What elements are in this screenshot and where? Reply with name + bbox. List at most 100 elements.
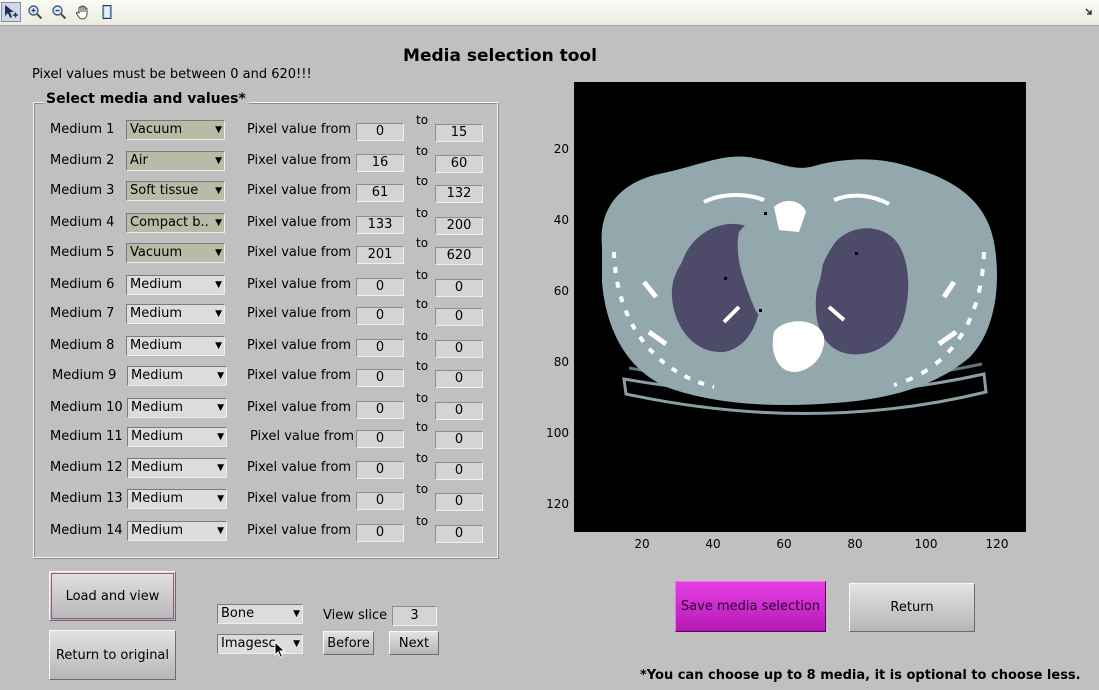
pixel-from-input[interactable]: 0: [356, 430, 404, 448]
return-to-original-button[interactable]: Return to original: [49, 630, 176, 680]
y-tick-label: 20: [553, 142, 569, 156]
dock-arrow-icon[interactable]: [1079, 2, 1099, 22]
pixel-value-from-label: Pixel value from: [247, 153, 352, 168]
pixel-to-input[interactable]: 15: [435, 124, 483, 142]
pixel-from-input[interactable]: 61: [356, 184, 404, 202]
to-label: to: [416, 359, 429, 373]
tissue-select[interactable]: Bone ▼: [217, 604, 303, 624]
medium-material-select[interactable]: Medium ▼: [127, 521, 227, 541]
chevron-down-icon: ▼: [217, 432, 224, 442]
pixel-from-input[interactable]: 0: [356, 369, 404, 387]
to-label: to: [416, 329, 429, 343]
chevron-down-icon: ▼: [215, 341, 222, 351]
pixel-from-input[interactable]: 201: [356, 246, 404, 264]
pixel-value-from-label: Pixel value from: [250, 429, 355, 444]
medium-material-value: Medium: [131, 429, 183, 444]
pan-hand-icon[interactable]: [73, 2, 93, 22]
medium-material-value: Medium: [130, 306, 182, 321]
pixel-from-input[interactable]: 0: [356, 492, 404, 510]
y-tick-label: 120: [546, 497, 569, 511]
to-label: to: [416, 482, 429, 496]
to-label: to: [416, 206, 429, 220]
view-slice-input[interactable]: 3: [392, 606, 437, 626]
pixel-from-input[interactable]: 0: [356, 524, 404, 542]
pixel-value-from-label: Pixel value from: [247, 277, 352, 292]
pixel-value-from-label: Pixel value from: [247, 400, 352, 415]
data-cursor-icon[interactable]: [1, 2, 21, 22]
medium-material-value: Medium: [131, 400, 183, 415]
pixel-from-input[interactable]: 0: [356, 401, 404, 419]
view-slice-label: View slice: [323, 608, 388, 623]
pixel-to-input[interactable]: 132: [435, 185, 483, 203]
to-label: to: [416, 236, 429, 250]
to-label: to: [416, 514, 429, 528]
medium-material-select[interactable]: Medium ▼: [127, 366, 227, 386]
pixel-to-input[interactable]: 200: [435, 217, 483, 235]
medium-material-select[interactable]: Medium ▼: [126, 275, 225, 295]
colorbar-icon[interactable]: [97, 2, 117, 22]
pixel-to-input[interactable]: 0: [435, 493, 483, 511]
medium-material-select[interactable]: Medium ▼: [126, 304, 225, 324]
chevron-down-icon: ▼: [217, 403, 224, 413]
pixel-value-from-label: Pixel value from: [247, 215, 352, 230]
medium-material-value: Soft tissue: [130, 183, 199, 198]
load-and-view-button[interactable]: Load and view: [49, 571, 176, 621]
medium-material-select[interactable]: Vacuum ▼: [126, 243, 225, 263]
to-label: to: [416, 391, 429, 405]
pixel-from-input[interactable]: 0: [356, 123, 404, 141]
tissue-select-value: Bone: [221, 606, 255, 621]
save-media-selection-button[interactable]: Save media selection: [675, 581, 826, 632]
ct-image-axes[interactable]: [574, 82, 1026, 532]
pixel-to-input[interactable]: 0: [435, 308, 483, 326]
medium-material-select[interactable]: Medium ▼: [127, 427, 227, 447]
pixel-to-input[interactable]: 0: [435, 340, 483, 358]
page-title: Media selection tool: [403, 46, 597, 66]
medium-material-value: Medium: [131, 523, 183, 538]
return-button[interactable]: Return: [849, 583, 975, 632]
chevron-down-icon: ▼: [217, 463, 224, 473]
pixel-from-input[interactable]: 0: [356, 461, 404, 479]
zoom-out-icon[interactable]: [49, 2, 69, 22]
media-group-title: Select media and values*: [43, 91, 249, 107]
medium-material-value: Medium: [130, 338, 182, 353]
pixel-from-input[interactable]: 0: [356, 278, 404, 296]
medium-label: Medium 11: [50, 429, 123, 444]
medium-material-value: Medium: [131, 491, 183, 506]
pixel-from-input[interactable]: 133: [356, 216, 404, 234]
pixel-to-input[interactable]: 0: [435, 525, 483, 543]
before-button[interactable]: Before: [323, 631, 374, 655]
medium-material-select[interactable]: Vacuum ▼: [126, 120, 225, 140]
medium-material-select[interactable]: Medium ▼: [126, 336, 225, 356]
pixel-to-input[interactable]: 0: [435, 431, 483, 449]
ct-slice-image: [574, 82, 1026, 532]
medium-label: Medium 7: [50, 306, 115, 321]
medium-label: Medium 12: [50, 460, 123, 475]
pixel-to-input[interactable]: 0: [435, 279, 483, 297]
pixel-to-input[interactable]: 620: [435, 247, 483, 265]
to-label: to: [416, 113, 429, 127]
pixel-to-input[interactable]: 0: [435, 462, 483, 480]
medium-material-select[interactable]: Medium ▼: [127, 458, 227, 478]
pixel-from-input[interactable]: 16: [356, 154, 404, 172]
medium-material-value: Air: [130, 153, 148, 168]
figure-toolbar: [0, 0, 1099, 26]
zoom-in-icon[interactable]: [25, 2, 45, 22]
x-tick-label: 80: [847, 537, 863, 551]
medium-material-select[interactable]: Medium ▼: [127, 398, 227, 418]
pixel-to-input[interactable]: 60: [435, 155, 483, 173]
pixel-from-input[interactable]: 0: [356, 339, 404, 357]
pixel-value-from-label: Pixel value from: [247, 491, 352, 506]
pixel-from-input[interactable]: 0: [356, 307, 404, 325]
medium-material-select[interactable]: Medium ▼: [127, 489, 227, 509]
to-label: to: [416, 420, 429, 434]
medium-material-select[interactable]: Air ▼: [126, 151, 225, 171]
medium-material-select[interactable]: Soft tissue ▼: [126, 181, 225, 201]
medium-material-select[interactable]: Compact b... ▼: [126, 213, 225, 233]
pixel-to-input[interactable]: 0: [435, 370, 483, 388]
pixel-value-from-label: Pixel value from: [247, 245, 352, 260]
display-mode-select[interactable]: Imagesc ▼: [217, 634, 303, 654]
pixel-to-input[interactable]: 0: [435, 402, 483, 420]
pixel-value-from-label: Pixel value from: [247, 306, 352, 321]
next-button[interactable]: Next: [389, 631, 439, 655]
y-tick-label: 60: [553, 284, 569, 298]
